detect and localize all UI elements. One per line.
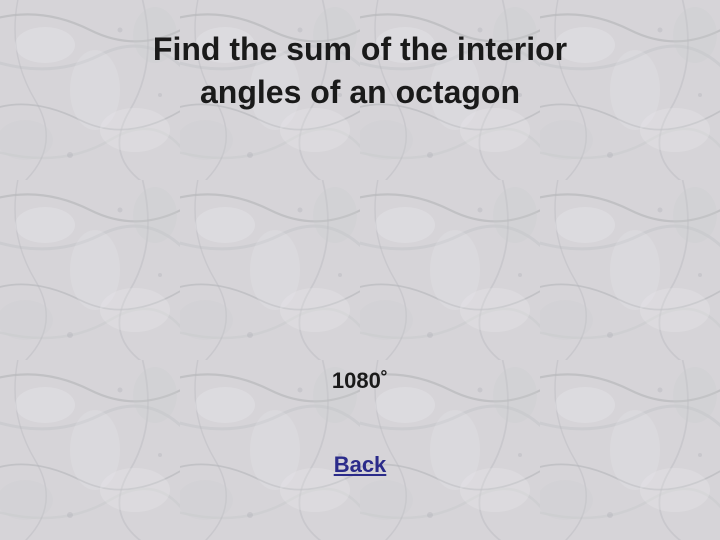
answer-text: 1080˚ [0,368,720,394]
back-link[interactable]: Back [334,452,387,477]
question-text: Find the sum of the interiorangles of an… [0,28,720,114]
slide-content: Find the sum of the interiorangles of an… [0,0,720,540]
back-link-container: Back [0,452,720,478]
